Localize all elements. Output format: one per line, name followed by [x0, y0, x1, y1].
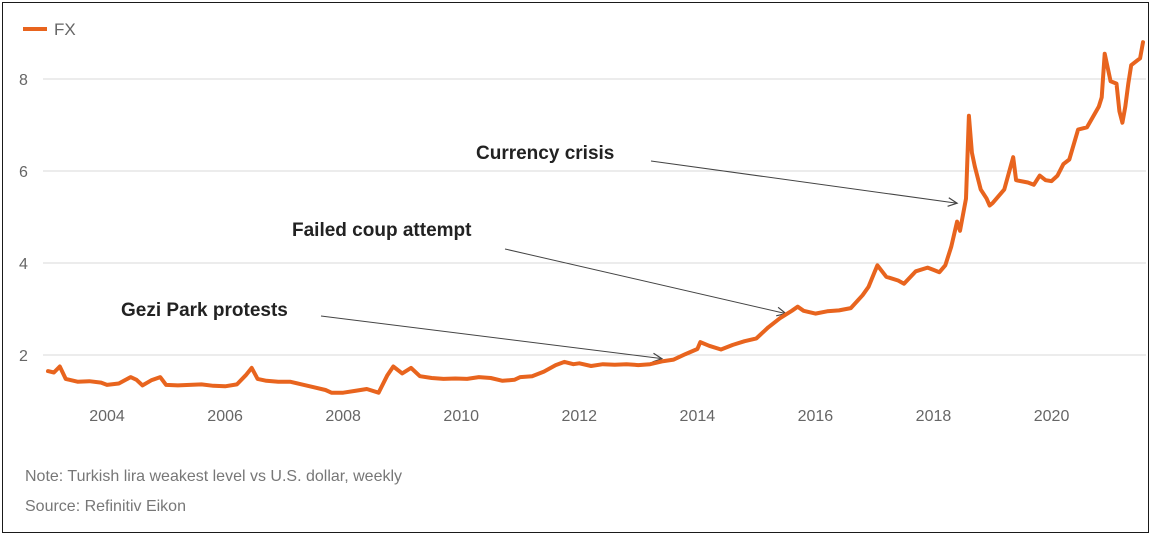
x-axis-tick-labels: 2004 2006 2008 2010 2012 2014 2016 2018 2020	[89, 408, 1069, 425]
y-tick-label: 8	[19, 72, 28, 89]
legend: FX	[23, 20, 76, 39]
annotation-arrowhead	[947, 197, 959, 207]
legend-label: FX	[54, 20, 76, 39]
x-tick-label: 2020	[1034, 408, 1070, 425]
y-axis-tick-labels: 2 4 6 8	[19, 72, 28, 365]
x-tick-label: 2018	[916, 408, 952, 425]
grid-lines	[43, 78, 1146, 356]
series-layer	[46, 40, 1145, 395]
x-tick-label: 2006	[207, 408, 243, 425]
annotation-label: Gezi Park protests	[121, 300, 288, 321]
series-line-fx	[46, 40, 1145, 395]
annotation-label: Currency crisis	[476, 143, 614, 164]
x-tick-label: 2008	[325, 408, 361, 425]
annotations: Currency crisis Failed coup attempt Gezi P…	[121, 143, 614, 321]
annotation-arrow-line	[650, 160, 958, 204]
y-tick-label: 2	[19, 348, 28, 365]
y-tick-label: 4	[19, 256, 28, 273]
x-tick-label: 2014	[680, 408, 716, 425]
annotation-arrows	[320, 160, 959, 363]
fx-line-chart: FX 2 4 6 8 2004 2006 2008 2010 2012 2014 2016 2018…	[19, 20, 1146, 425]
annotation-arrow-line	[504, 248, 787, 315]
chart-note: Note: Turkish lira weakest level vs U.S.…	[25, 468, 403, 485]
y-tick-label: 6	[19, 164, 28, 181]
annotation-label: Failed coup attempt	[292, 220, 472, 241]
x-tick-label: 2016	[798, 408, 834, 425]
annotation-arrow-line	[320, 315, 662, 360]
x-tick-label: 2004	[89, 408, 125, 425]
chart-source: Source: Refinitiv Eikon	[25, 498, 186, 515]
x-tick-label: 2010	[443, 408, 479, 425]
x-tick-label: 2012	[561, 408, 597, 425]
